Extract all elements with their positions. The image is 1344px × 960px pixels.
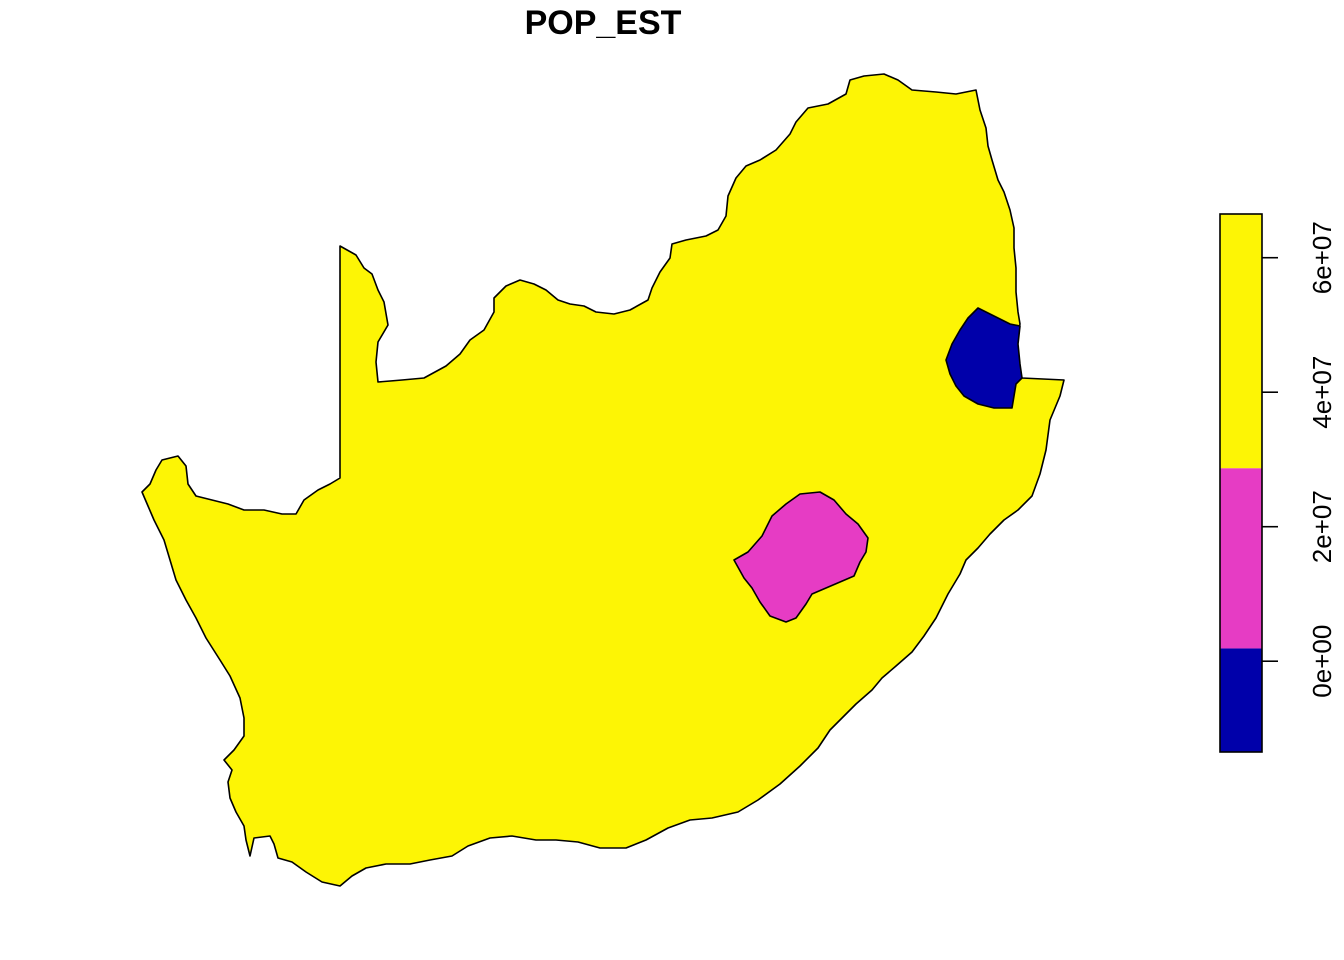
legend-frame — [1219, 213, 1263, 753]
legend-tick-label: 4e+07 — [1307, 356, 1337, 429]
legend-class-high — [1220, 214, 1262, 469]
region-swaziland — [945, 307, 1023, 409]
map-title: POP_EST — [524, 4, 682, 42]
region-south-africa — [141, 73, 1065, 887]
legend-tick-label: 0e+00 — [1307, 625, 1337, 698]
region-lesotho — [733, 491, 869, 623]
color-legend: 0e+00 2e+07 4e+07 6e+07 — [1219, 213, 1337, 753]
legend-tick-label: 2e+07 — [1307, 490, 1337, 563]
legend-class-low — [1220, 648, 1262, 752]
legend-class-mid — [1220, 468, 1262, 649]
legend-tick-label: 6e+07 — [1307, 221, 1337, 294]
